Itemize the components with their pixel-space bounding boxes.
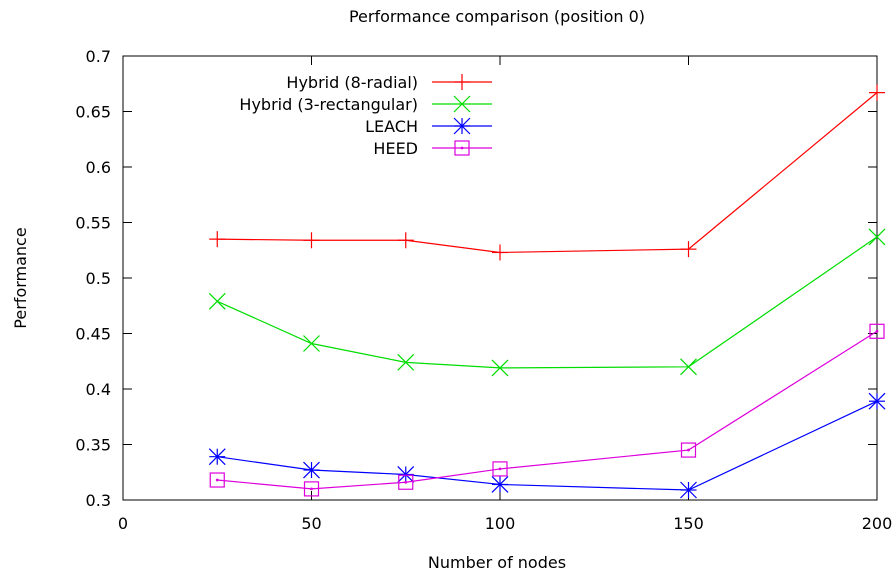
legend-entry: Hybrid (8-radial) — [286, 73, 492, 92]
legend-label: LEACH — [365, 117, 418, 136]
data-point — [303, 335, 320, 352]
series-line — [217, 236, 878, 369]
series-line — [217, 92, 878, 254]
legend-entry: HEED — [373, 139, 492, 158]
data-point — [303, 232, 320, 249]
data-point — [491, 359, 509, 377]
legend-label: HEED — [373, 139, 418, 158]
series-layer — [208, 84, 886, 499]
data-point — [868, 228, 886, 246]
data-point — [397, 232, 414, 249]
y-tick-label: 0.45 — [75, 325, 111, 344]
axes: 0 50 100 150 200 0.3 0.35 0.4 0.45 0.5 0.55 0.6 0.65… — [75, 47, 892, 533]
data-point — [868, 392, 886, 410]
legend-marker — [453, 117, 471, 135]
chart-title: Performance comparison (position 0) — [349, 7, 645, 26]
y-tick-label: 0.35 — [75, 436, 111, 455]
data-point — [303, 481, 320, 497]
legend-entry: Hybrid (3-rectangular) — [239, 95, 492, 114]
series-hybrid-8-radial — [209, 84, 885, 261]
y-axis-label: Performance — [11, 227, 30, 328]
legend-marker — [454, 140, 470, 156]
y-tick-label: 0.7 — [86, 47, 111, 66]
series-leach — [208, 392, 886, 499]
series-heed — [209, 323, 885, 497]
data-point — [492, 244, 508, 261]
x-tick-label: 50 — [301, 514, 321, 533]
data-point — [680, 358, 697, 376]
x-axis-label: Number of nodes — [428, 553, 566, 572]
y-tick-label: 0.55 — [75, 214, 111, 233]
legend: Hybrid (8-radial) Hybrid (3-rectangular) L… — [239, 73, 492, 158]
data-point — [208, 292, 226, 310]
data-point — [397, 466, 415, 483]
plot-frame — [122, 55, 878, 501]
legend-label: Hybrid (8-radial) — [286, 73, 418, 92]
data-point — [869, 84, 885, 101]
y-tick-label: 0.6 — [86, 158, 111, 177]
x-tick-label: 200 — [862, 514, 893, 533]
series-line — [217, 400, 878, 491]
x-tick-label: 150 — [673, 514, 704, 533]
data-point — [492, 461, 508, 477]
y-tick-label: 0.5 — [86, 269, 111, 288]
legend-marker — [453, 95, 471, 113]
x-tick-label: 0 — [118, 514, 128, 533]
legend-entry: LEACH — [365, 117, 492, 136]
y-tick-label: 0.4 — [86, 380, 111, 399]
data-point — [398, 474, 414, 490]
data-point — [491, 476, 509, 493]
legend-label: Hybrid (3-rectangular) — [239, 95, 418, 114]
data-point — [209, 472, 225, 488]
data-point — [303, 461, 320, 479]
data-point — [869, 323, 885, 339]
data-point — [680, 241, 697, 258]
data-point — [397, 353, 415, 371]
data-point — [209, 231, 226, 248]
data-point — [208, 448, 226, 466]
data-point — [680, 481, 697, 499]
y-tick-label: 0.65 — [75, 103, 111, 122]
legend-marker — [454, 74, 470, 90]
series-hybrid-3-rectangular — [208, 228, 886, 377]
y-tick-label: 0.3 — [86, 491, 111, 510]
x-tick-label: 100 — [485, 514, 516, 533]
series-line — [217, 330, 878, 490]
data-point — [680, 442, 697, 458]
